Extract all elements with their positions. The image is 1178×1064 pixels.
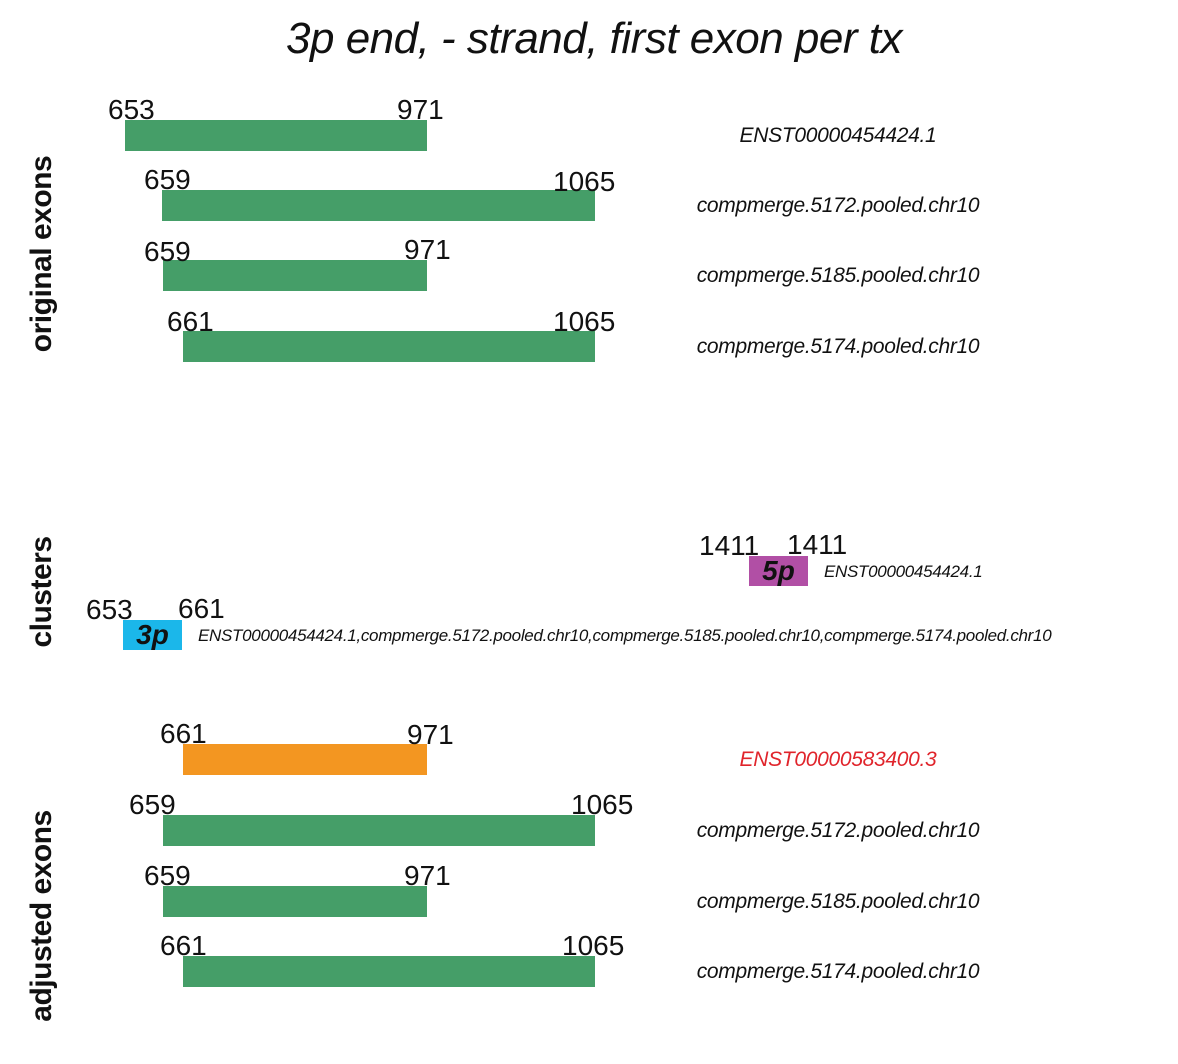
cluster-3p-members: ENST00000454424.1,compmerge.5172.pooled.… [198,626,1052,645]
transcript-id-highlight: ENST00000583400.3 [739,748,937,771]
exon-bar [163,886,427,917]
exon-bar [183,956,595,987]
cluster-5p-badge: 5p [749,556,808,586]
transcript-id: compmerge.5172.pooled.chr10 [696,819,980,842]
section-label-original: original exons [25,155,58,353]
cluster-3p-badge: 3p [123,620,182,650]
transcript-id: compmerge.5185.pooled.chr10 [696,264,980,287]
page-title: 3p end, - strand, first exon per tx [286,14,902,63]
cluster-3p-start-label: 653 [86,594,133,625]
adjusted-exon-bar-highlight [183,744,427,775]
exon-end-label: 971 [407,719,454,750]
exon-start-label: 661 [167,306,214,337]
exon-bar [183,331,595,362]
exon-end-label: 971 [404,860,451,891]
cluster-3p-end-label: 661 [178,593,225,624]
transcript-id: compmerge.5174.pooled.chr10 [696,960,980,983]
exon-end-label: 1065 [553,166,616,197]
exon-end-label: 1065 [571,789,634,820]
section-label-adjusted: adjusted exons [25,810,58,1022]
transcript-id: ENST00000454424.1 [739,124,937,147]
exon-start-label: 659 [129,789,176,820]
cluster-5p-start-label: 1411 [699,530,760,561]
exon-start-label: 653 [108,94,155,125]
exon-start-label: 661 [160,718,207,749]
exon-start-label: 659 [144,860,191,891]
exon-start-label: 659 [144,236,191,267]
exon-end-label: 971 [404,234,451,265]
transcript-id: compmerge.5185.pooled.chr10 [696,890,980,913]
cluster-5p-end-label: 1411 [787,529,848,560]
exon-start-label: 659 [144,164,191,195]
exon-bar [125,120,427,151]
cluster-5p-members: ENST00000454424.1 [824,562,983,581]
exon-end-label: 971 [397,94,444,125]
transcript-id: compmerge.5174.pooled.chr10 [696,335,980,358]
section-label-clusters: clusters [25,536,58,648]
exon-end-label: 1065 [553,306,616,337]
transcript-id: compmerge.5172.pooled.chr10 [696,194,980,217]
exon-bar [163,260,427,291]
exon-end-label: 1065 [562,930,625,961]
exon-start-label: 661 [160,930,207,961]
exon-bar [162,190,595,221]
exon-bar [163,815,595,846]
